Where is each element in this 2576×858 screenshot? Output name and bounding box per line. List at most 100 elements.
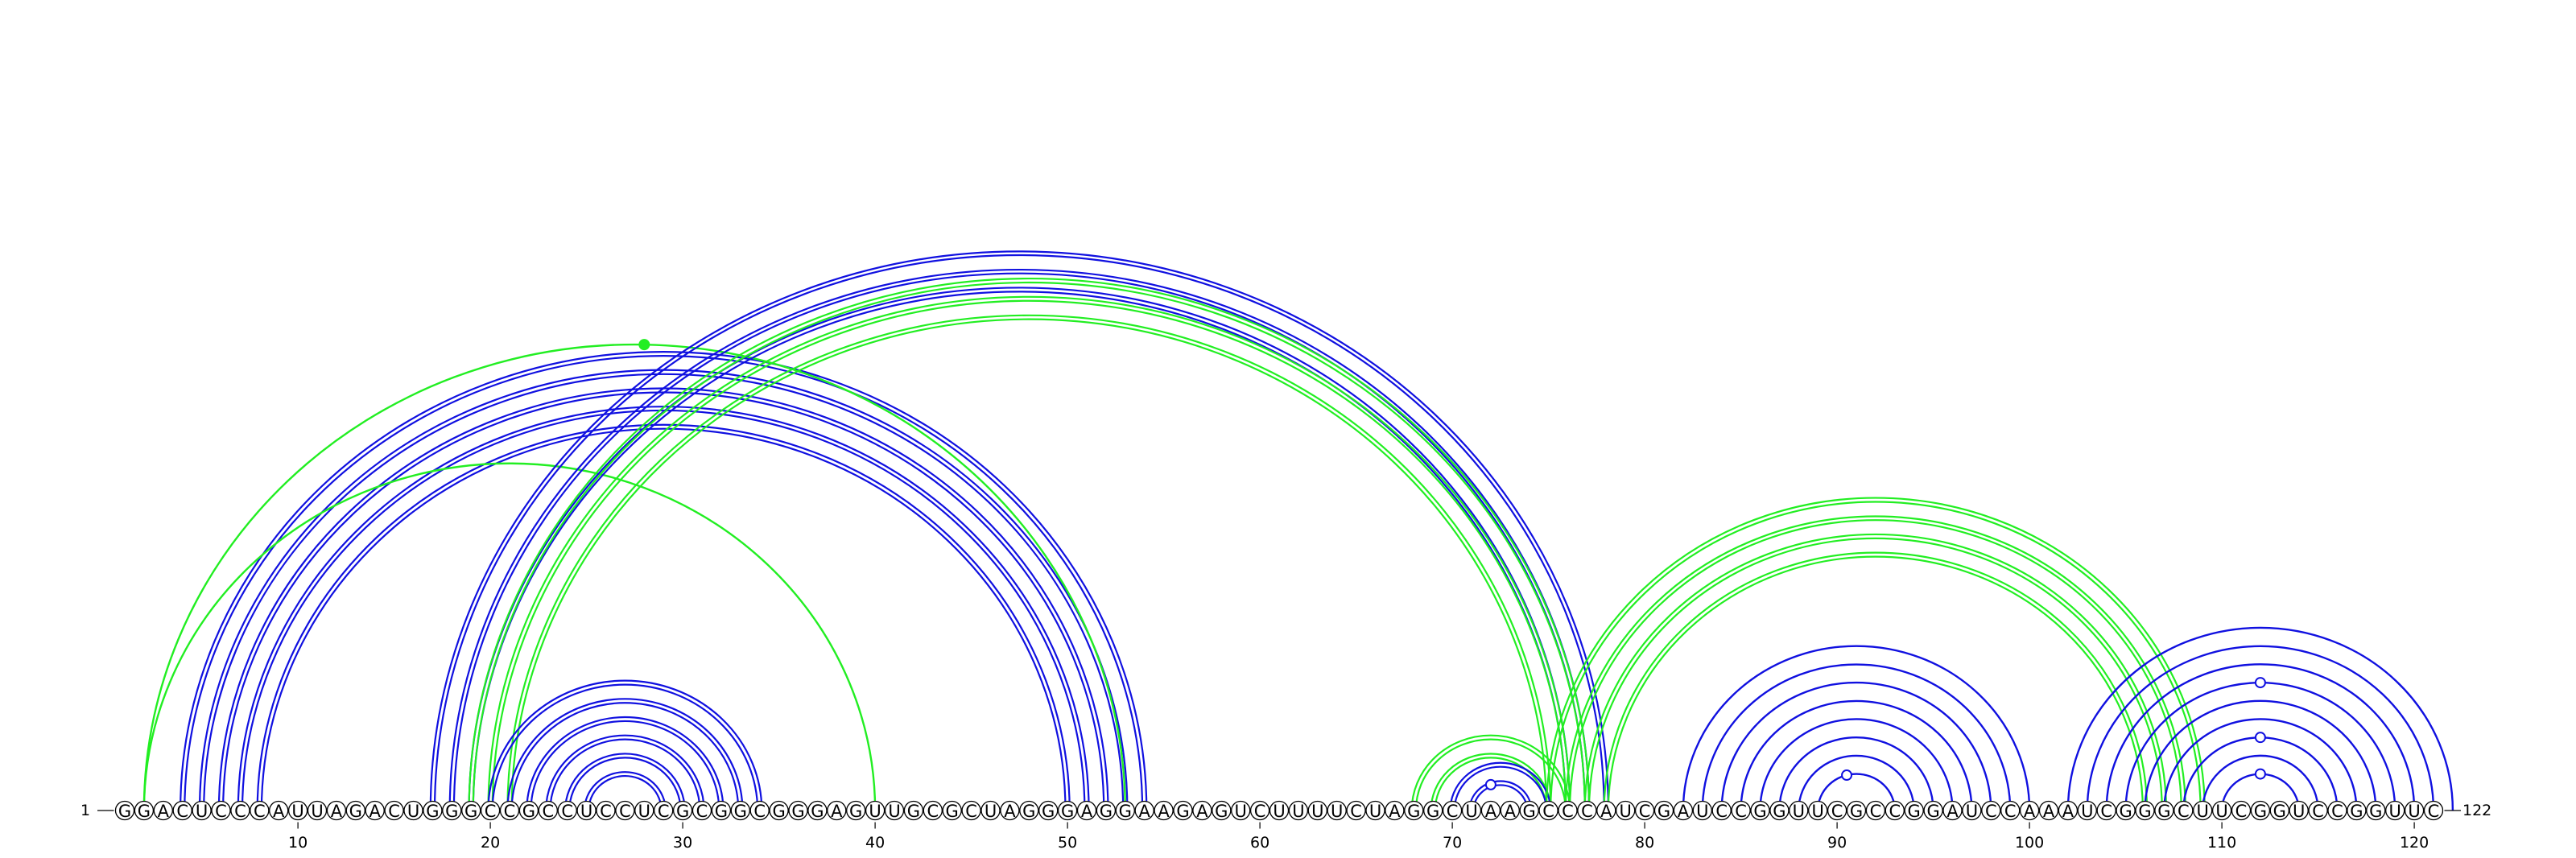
nucleotide-letter: U [580,802,592,821]
nucleotide-26: C [596,800,616,821]
blue-arc-103-121 [2086,645,2435,811]
blue-arc-109-115 [2202,754,2319,811]
nucleotide-120: U [2404,800,2425,821]
nucleotide-letter: U [985,802,997,821]
tick-label-20: 20 [481,834,500,852]
blue-arc-102-122 [2066,626,2454,811]
tick-label-50: 50 [1058,834,1077,852]
nucleotide-79: U [1616,800,1636,821]
nucleotide-75: C [1538,800,1558,821]
nucleotide-circle [1692,800,1712,821]
nucleotide-29: C [654,800,674,821]
nucleotide-circle [1596,800,1616,821]
nucleotide-letter: C [1447,802,1459,821]
nucleotide-circle [596,800,616,821]
nucleotide-circle [2038,800,2059,821]
nucleotide-letter: G [2350,802,2363,821]
nucleotide-letter: U [1966,802,1978,821]
nucleotide-98: C [1981,800,2001,821]
blue-arc-23-31-strand-2 [549,738,701,811]
nucleotide-circle [1558,800,1578,821]
nucleotide-letter: G [118,802,131,821]
nucleotide-circle [1538,800,1558,821]
nucleotide-circle [1711,800,1732,821]
nucleotide-circle [1653,800,1674,821]
nucleotide-circle [749,800,770,821]
nucleotide-letter: U [869,802,881,821]
nucleotide-circle [2269,800,2289,821]
green-arc-21-75-strand-2 [510,318,1548,811]
nucleotide-45: C [961,800,981,821]
nucleotide-circle [1423,800,1443,821]
nucleotide-circle [1442,800,1463,821]
nucleotide-89: U [1808,800,1828,821]
nucleotide-letter: G [946,802,959,821]
nucleotide-circle [654,800,674,821]
end-position-label: 122 [2462,802,2491,819]
nucleotide-circle [287,800,308,821]
nucleotide-circle [153,800,173,821]
green-arc-76-108-strand-2 [1569,519,2182,811]
nucleotide-circle [576,800,597,821]
nucleotide-letter: U [1235,802,1247,821]
nucleotide-letter: U [2293,802,2305,821]
nucleotide-14: A [365,800,385,821]
nucleotide-letter: C [658,802,670,821]
nucleotide-circle [865,800,886,821]
nucleotide-circle [1212,800,1232,821]
nucleotide-circle [903,800,924,821]
nucleotide-letter: A [2043,802,2055,821]
nucleotide-53: G [1115,800,1135,821]
nucleotide-letter: G [1773,802,1785,821]
nucleotide-letter: G [522,802,535,821]
nucleotide-circle [230,800,250,821]
nucleotide-letter: G [1022,802,1035,821]
nucleotide-63: U [1307,800,1327,821]
nucleotide-43: C [923,800,943,821]
green-arc-75-109-strand-2 [1550,501,2202,811]
nucleotide-letter: G [1100,802,1113,821]
tick-label-100: 100 [2015,834,2044,852]
nucleotide-circle [1769,800,1790,821]
nucleotide-70: C [1442,800,1463,821]
nucleotide-circle [1365,800,1385,821]
blue-arc-17-78-strand-2 [433,254,1605,811]
nucleotide-117: G [2347,800,2367,821]
tick-label-80: 80 [1635,834,1654,852]
nucleotide-92: C [1865,800,1886,821]
nucleotide-circle [442,800,462,821]
nucleotide-2: G [134,800,155,821]
blue-arc-21-33-strand-2 [510,702,740,811]
nucleotide-letter: G [1908,802,1921,821]
nucleotide-40: U [865,800,886,821]
nucleotide-letter: A [158,802,170,821]
nucleotide-circle [2231,800,2252,821]
nucleotide-circle [480,800,501,821]
nucleotide-97: U [1962,800,1982,821]
nucleotide-circle [691,800,712,821]
nucleotide-letter: U [1331,802,1343,821]
nucleotide-116: C [2327,800,2347,821]
green-arc-21-75-strand-1 [506,314,1552,811]
nucleotide-circle [2096,800,2116,821]
blue-arc-8-50-strand-1 [256,423,1071,811]
nucleotide-letter: G [1061,802,1074,821]
nucleotide-circle [730,800,750,821]
nucleotide-circle [1731,800,1751,821]
nucleotide-91: G [1846,800,1867,821]
tick-label-110: 110 [2207,834,2236,852]
blue-arc-22-32-strand-2 [530,720,720,811]
nucleotide-39: G [846,800,866,821]
blue-arc-24-30-strand-1 [564,753,686,811]
nucleotide-107: G [2154,800,2174,821]
nucleotide-letter: G [349,802,362,821]
nucleotide-circle [1288,800,1309,821]
nucleotide-circle [1173,800,1193,821]
nucleotide-letter: U [1465,802,1477,821]
nucleotide-54: A [1134,800,1154,821]
blue-marker-5 [2254,732,2266,744]
nucleotide-circle [2000,800,2021,821]
blue-arc-25-29-strand-2 [588,774,663,811]
nucleotide-circle [1154,800,1174,821]
